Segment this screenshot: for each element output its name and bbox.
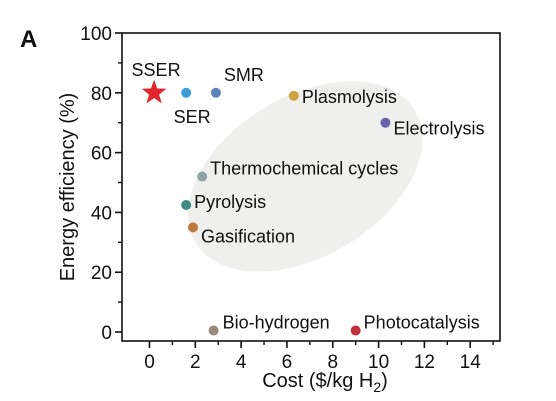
x-tick-label: 4 (236, 352, 247, 373)
y-tick-label: 40 (91, 203, 112, 224)
y-tick-label: 60 (91, 144, 112, 165)
x-axis-title-main: Cost ($/kg H (262, 370, 373, 392)
axes: 0 20 40 60 80 100 0 2 4 6 8 10 12 14 (80, 24, 501, 373)
point-ser (181, 87, 192, 98)
label-sser: SSER (132, 60, 181, 80)
x-tick-label: 10 (368, 352, 389, 373)
point-sser-star (141, 79, 167, 104)
data-points: SSER SER SMR Plasmolysis Electrolysis Thermoc… (132, 60, 484, 336)
label-pyrolysis: Pyrolysis (194, 192, 266, 212)
y-tick-label: 80 (91, 84, 112, 105)
point-bio-hydrogen (208, 325, 219, 336)
x-axis-title: Cost ($/kg H2) (262, 370, 388, 395)
label-plasmolysis: Plasmolysis (302, 87, 397, 107)
point-smr (210, 87, 221, 98)
highlight-ellipse (188, 81, 423, 272)
label-thermochemical-cycles: Thermochemical cycles (210, 159, 398, 179)
panel-label: A (20, 26, 37, 53)
y-tick-label: 0 (101, 323, 112, 344)
y-tick-label: 100 (80, 24, 112, 45)
plot-frame (121, 32, 501, 342)
y-tick-label: 20 (91, 263, 112, 284)
label-smr: SMR (224, 65, 264, 85)
point-gasification (188, 222, 199, 233)
y-axis-title: Energy efficiency (%) (57, 93, 79, 282)
point-thermochemical-cycles (197, 171, 208, 182)
x-tick-label: 0 (144, 352, 155, 373)
point-plasmolysis (288, 90, 299, 101)
point-photocatalysis (350, 325, 361, 336)
label-gasification: Gasification (201, 226, 295, 246)
label-photocatalysis: Photocatalysis (364, 313, 480, 333)
label-ser: SER (174, 107, 211, 127)
label-electrolysis: Electrolysis (393, 119, 484, 139)
x-tick-label: 2 (190, 352, 201, 373)
x-tick-label: 12 (414, 352, 435, 373)
x-tick-label: 8 (327, 352, 338, 373)
x-axis-title-subscript: 2 (373, 379, 381, 395)
point-electrolysis (380, 117, 391, 128)
point-pyrolysis (181, 199, 192, 210)
x-axis-title-suffix: ) (381, 370, 388, 392)
x-tick-label: 14 (460, 352, 482, 373)
x-tick-label: 6 (282, 352, 293, 373)
label-bio-hydrogen: Bio-hydrogen (223, 313, 330, 333)
